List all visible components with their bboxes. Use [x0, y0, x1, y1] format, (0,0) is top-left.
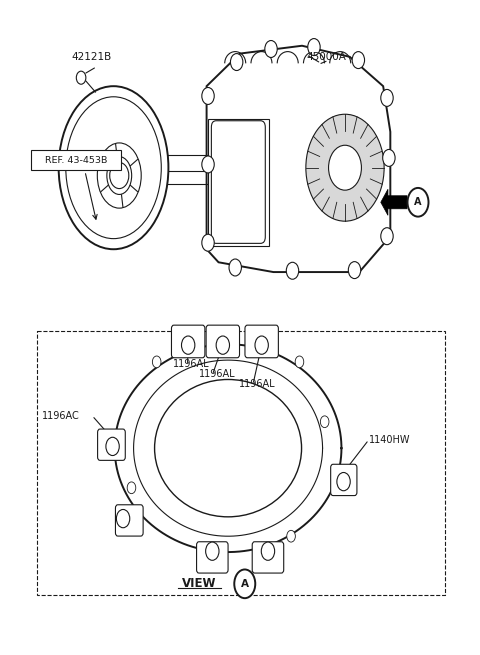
Circle shape	[261, 542, 275, 560]
Circle shape	[381, 228, 393, 245]
Circle shape	[306, 114, 384, 221]
Circle shape	[328, 145, 361, 190]
Circle shape	[202, 88, 214, 104]
Circle shape	[352, 52, 364, 69]
FancyBboxPatch shape	[252, 542, 284, 573]
Text: 1196AL: 1196AL	[173, 359, 210, 369]
FancyBboxPatch shape	[331, 464, 357, 496]
Circle shape	[230, 54, 243, 71]
FancyBboxPatch shape	[245, 325, 278, 358]
FancyBboxPatch shape	[206, 325, 240, 358]
Circle shape	[337, 472, 350, 491]
Text: 1196AL: 1196AL	[199, 369, 236, 379]
Circle shape	[295, 356, 304, 367]
FancyBboxPatch shape	[171, 325, 205, 358]
Text: 45000A: 45000A	[306, 52, 346, 62]
FancyBboxPatch shape	[31, 150, 120, 170]
Polygon shape	[206, 46, 390, 272]
Circle shape	[286, 262, 299, 279]
FancyBboxPatch shape	[197, 542, 228, 573]
Circle shape	[348, 261, 361, 278]
Circle shape	[202, 234, 214, 251]
Text: 1196AC: 1196AC	[42, 411, 80, 421]
Circle shape	[181, 336, 195, 354]
Text: A: A	[414, 197, 422, 207]
Circle shape	[265, 41, 277, 58]
Circle shape	[234, 569, 255, 598]
Text: 42121B: 42121B	[72, 52, 112, 62]
Circle shape	[205, 542, 219, 560]
Text: 1196AL: 1196AL	[239, 379, 276, 389]
Circle shape	[202, 156, 214, 173]
Ellipse shape	[59, 86, 168, 250]
Circle shape	[110, 162, 129, 189]
Circle shape	[152, 356, 161, 367]
Circle shape	[216, 336, 229, 354]
Text: 1140HW: 1140HW	[369, 435, 410, 445]
Circle shape	[116, 510, 130, 528]
Circle shape	[127, 482, 136, 494]
Polygon shape	[381, 189, 407, 215]
Circle shape	[287, 531, 295, 542]
Circle shape	[381, 90, 393, 106]
Circle shape	[408, 188, 429, 217]
Circle shape	[320, 416, 329, 428]
Text: VIEW: VIEW	[182, 577, 216, 590]
Circle shape	[76, 71, 86, 84]
Circle shape	[255, 336, 268, 354]
Text: A: A	[241, 579, 249, 589]
Circle shape	[308, 39, 320, 56]
FancyBboxPatch shape	[116, 505, 143, 536]
Text: REF. 43-453B: REF. 43-453B	[45, 156, 107, 165]
Circle shape	[106, 438, 119, 455]
Circle shape	[229, 259, 241, 276]
Bar	[208, 119, 269, 246]
FancyBboxPatch shape	[97, 429, 125, 460]
Circle shape	[383, 149, 395, 166]
Bar	[37, 331, 445, 595]
Ellipse shape	[155, 379, 301, 517]
